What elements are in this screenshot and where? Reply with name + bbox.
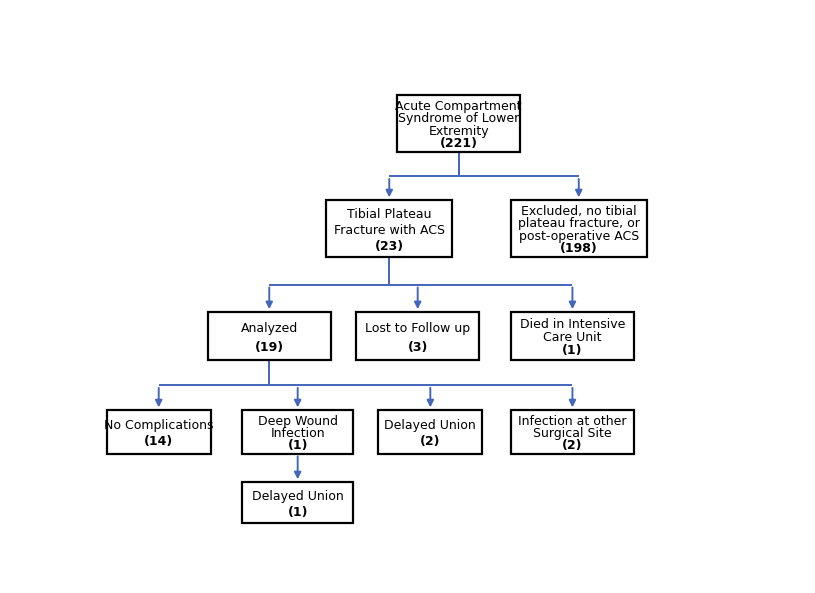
- FancyBboxPatch shape: [511, 312, 634, 360]
- Text: No Complications: No Complications: [104, 419, 214, 432]
- Text: Deep Wound: Deep Wound: [258, 415, 337, 428]
- FancyBboxPatch shape: [242, 482, 353, 523]
- FancyBboxPatch shape: [511, 410, 634, 454]
- Text: (1): (1): [562, 344, 583, 357]
- Text: Excluded, no tibial: Excluded, no tibial: [521, 205, 637, 218]
- Text: Died in Intensive: Died in Intensive: [520, 317, 625, 330]
- Text: plateau fracture, or: plateau fracture, or: [518, 217, 640, 230]
- Text: Fracture with ACS: Fracture with ACS: [334, 224, 445, 237]
- Text: (3): (3): [408, 340, 428, 353]
- Text: Analyzed: Analyzed: [240, 322, 297, 335]
- Text: Surgical Site: Surgical Site: [533, 426, 612, 439]
- Text: (2): (2): [562, 439, 583, 452]
- Text: Lost to Follow up: Lost to Follow up: [365, 322, 470, 335]
- Text: Care Unit: Care Unit: [543, 331, 601, 344]
- FancyBboxPatch shape: [511, 200, 646, 257]
- Text: (198): (198): [560, 242, 597, 255]
- Text: Infection at other: Infection at other: [518, 415, 627, 428]
- Text: (2): (2): [420, 435, 441, 448]
- FancyBboxPatch shape: [397, 95, 520, 152]
- FancyBboxPatch shape: [378, 410, 482, 454]
- FancyBboxPatch shape: [242, 410, 353, 454]
- Text: (14): (14): [144, 435, 174, 448]
- Text: Infection: Infection: [271, 426, 325, 439]
- Text: Delayed Union: Delayed Union: [385, 419, 476, 432]
- Text: (1): (1): [288, 439, 308, 452]
- FancyBboxPatch shape: [326, 200, 452, 257]
- Text: Extremity: Extremity: [429, 125, 489, 138]
- Text: (1): (1): [288, 506, 308, 519]
- Text: Acute Compartment: Acute Compartment: [395, 100, 522, 113]
- Text: (221): (221): [440, 137, 478, 150]
- FancyBboxPatch shape: [208, 312, 331, 360]
- Text: Tibial Plateau: Tibial Plateau: [347, 208, 431, 221]
- Text: Syndrome of Lower: Syndrome of Lower: [398, 112, 519, 125]
- FancyBboxPatch shape: [356, 312, 479, 360]
- Text: post-operative ACS: post-operative ACS: [518, 229, 639, 243]
- Text: Delayed Union: Delayed Union: [252, 490, 344, 503]
- Text: (23): (23): [375, 240, 403, 253]
- Text: (19): (19): [255, 340, 284, 353]
- FancyBboxPatch shape: [107, 410, 211, 454]
